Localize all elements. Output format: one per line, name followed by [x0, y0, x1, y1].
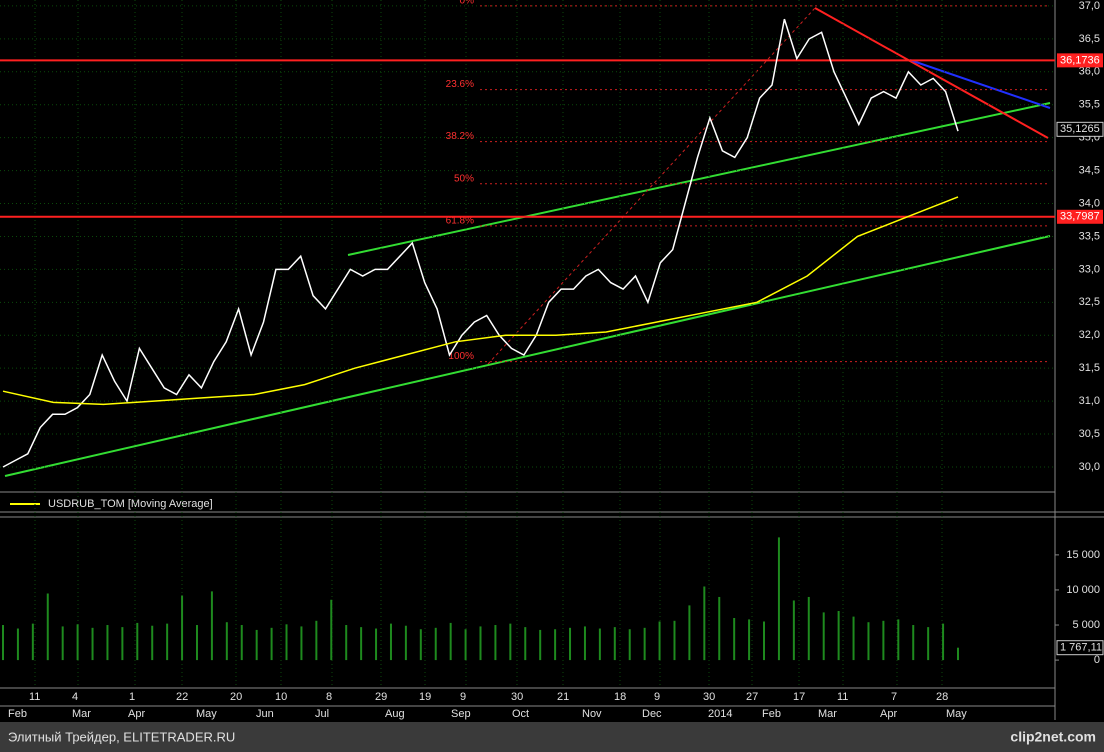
trend-line: [347, 102, 1051, 256]
footer-bar: [0, 722, 1104, 752]
y-tick-label: 15 000: [1066, 549, 1100, 561]
last-volume-label: 1 767,11: [1060, 642, 1102, 654]
x-day-label: 10: [275, 691, 287, 703]
x-day-label: 28: [936, 691, 948, 703]
y-tick-label: 34,0: [1079, 197, 1100, 209]
x-day-label: 11: [29, 691, 40, 703]
x-day-label: 22: [176, 691, 188, 703]
y-tick-label: 32,5: [1079, 296, 1100, 308]
trend-line: [909, 59, 1051, 109]
x-month-label: Mar: [72, 708, 91, 720]
y-tick-label: 10 000: [1066, 584, 1100, 596]
fib-label: 100%: [448, 351, 474, 362]
x-month-label: Sep: [451, 708, 471, 720]
last-price-label: 35,1265: [1060, 123, 1100, 135]
level-badge: [1057, 53, 1103, 68]
last-volume-badge: [1056, 640, 1104, 656]
y-tick-label: 33,5: [1079, 230, 1100, 242]
x-month-label: May: [946, 708, 967, 720]
x-month-label: Feb: [8, 708, 27, 720]
x-month-label: Jun: [256, 708, 274, 720]
trend-line: [4, 235, 1051, 477]
x-day-label: 7: [891, 691, 897, 703]
fib-diagonal: [487, 7, 816, 365]
x-month-label: May: [196, 708, 217, 720]
x-day-label: 17: [793, 691, 805, 703]
x-month-label: Jul: [315, 708, 329, 720]
x-month-label: Aug: [385, 708, 405, 720]
last-price-badge: [1056, 121, 1104, 137]
moving-average: [2, 196, 959, 406]
y-tick-label: 35,5: [1079, 99, 1100, 111]
level-label: 33,7987: [1060, 211, 1100, 223]
x-day-label: 30: [511, 691, 523, 703]
x-day-label: 1: [129, 691, 135, 703]
level-badge: [1057, 209, 1103, 224]
y-tick-label: 31,0: [1079, 395, 1100, 407]
footer-right: clip2net.com: [1010, 729, 1096, 745]
x-day-label: 29: [375, 691, 387, 703]
x-day-label: 9: [654, 691, 660, 703]
x-month-label: 2014: [708, 708, 732, 720]
y-tick-label: 33,0: [1079, 263, 1100, 275]
y-tick-label: 30,5: [1079, 428, 1100, 440]
x-month-label: Feb: [762, 708, 781, 720]
fib-label: 0%: [460, 0, 475, 7]
y-tick-label: 30,0: [1079, 461, 1100, 473]
x-day-label: 19: [419, 691, 431, 703]
fib-label: 50%: [454, 173, 474, 184]
x-day-label: 8: [326, 691, 332, 703]
x-day-label: 18: [614, 691, 626, 703]
legend: USDRUB_TOM [Moving Average]: [48, 498, 213, 510]
trend-line: [814, 7, 1049, 139]
y-tick-label: 5 000: [1072, 619, 1100, 631]
x-month-label: Dec: [642, 708, 662, 720]
x-day-label: 30: [703, 691, 715, 703]
level-label: 36,1736: [1060, 54, 1100, 66]
fib-label: 61.8%: [446, 216, 474, 227]
fib-label: 38.2%: [446, 131, 474, 142]
x-day-label: 4: [72, 691, 78, 703]
x-day-label: 27: [746, 691, 758, 703]
x-day-label: 11: [837, 691, 848, 703]
x-month-label: Oct: [512, 708, 529, 720]
y-tick-label: 36,0: [1079, 66, 1100, 78]
x-month-label: Nov: [582, 708, 602, 720]
y-tick-label: 36,5: [1079, 33, 1100, 45]
price-line: [2, 18, 959, 468]
x-day-label: 20: [230, 691, 242, 703]
x-day-label: 21: [557, 691, 569, 703]
x-month-label: Apr: [128, 708, 145, 720]
y-tick-label: 32,0: [1079, 329, 1100, 341]
x-day-label: 9: [460, 691, 466, 703]
y-tick-label: 34,5: [1079, 164, 1100, 176]
x-month-label: Mar: [818, 708, 837, 720]
fib-label: 23.6%: [446, 79, 474, 90]
y-tick-label: 31,5: [1079, 362, 1100, 374]
y-tick-label: 0: [1094, 654, 1100, 666]
footer-left: Элитный Трейдер, ELITETRADER.RU: [8, 729, 235, 744]
x-month-label: Apr: [880, 708, 897, 720]
y-tick-label: 37,0: [1079, 0, 1100, 12]
